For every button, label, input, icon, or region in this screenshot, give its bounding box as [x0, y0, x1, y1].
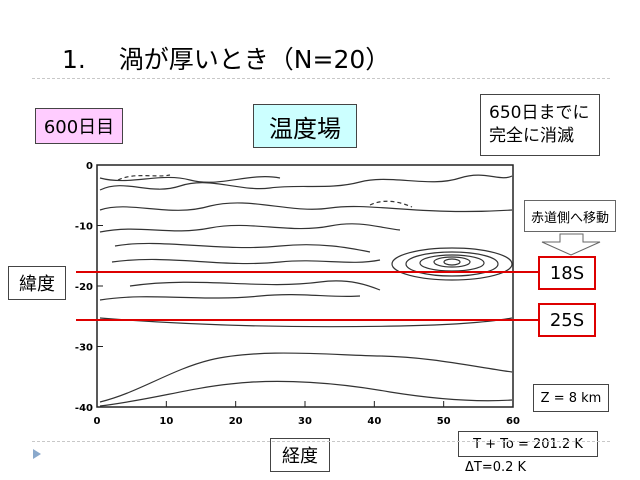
marker-25s: 25S	[538, 303, 596, 337]
contour-25s	[99, 317, 513, 328]
vanish-note: 650日までに 完全に消滅	[480, 94, 600, 156]
contour-lower-1	[129, 280, 381, 291]
contour-lines	[99, 174, 513, 407]
y-tick-label: 0	[86, 161, 93, 172]
vortex-ring-1	[391, 247, 513, 281]
contour-dashed-2	[369, 200, 413, 208]
latitude-axis-label: 緯度	[8, 266, 66, 300]
contour-top-1	[99, 174, 513, 191]
x-tick-label: 60	[506, 416, 520, 427]
y-tick-label: -10	[75, 222, 93, 233]
field-title: 温度場	[253, 104, 357, 148]
contour-band-2	[111, 258, 381, 265]
x-tick-label: 40	[367, 416, 381, 427]
longitude-axis-label: 経度	[270, 438, 330, 472]
y-tick-label: -30	[75, 343, 93, 354]
vortex-ring-5	[443, 258, 461, 266]
y-axis-ticks: 0 -10 -20 -30 -40	[75, 161, 103, 414]
delta-t-label: ΔT=0.2 K	[465, 460, 527, 475]
x-tick-label: 0	[94, 416, 101, 427]
contour-top-2	[99, 176, 281, 183]
equatorward-arrow	[541, 233, 601, 256]
equatorward-label: 赤道側へ移動	[524, 200, 616, 232]
x-axis-ticks: 0 10 20 30 40 50 60	[94, 401, 520, 427]
footer-divider	[32, 441, 610, 442]
contour-mid-1	[99, 202, 513, 213]
x-tick-label: 20	[229, 416, 243, 427]
vortex-ring-4	[433, 256, 471, 268]
x-tick-label: 10	[159, 416, 173, 427]
contour-lower-2	[99, 293, 361, 301]
contour-band-1	[114, 242, 371, 253]
note-line-1: 650日までに	[489, 103, 590, 124]
contour-mid-2	[99, 223, 401, 233]
x-tick-label: 50	[437, 416, 451, 427]
title-divider	[32, 78, 610, 79]
slide-title: 1. 渦が厚いとき（N=20）	[62, 45, 391, 74]
height-label: Z = 8 km	[533, 384, 609, 412]
contour-bottom-2	[99, 380, 513, 407]
slide-nav-arrow-icon[interactable]	[33, 449, 41, 459]
contour-bottom-1	[99, 352, 513, 403]
note-line-2: 完全に消滅	[489, 126, 574, 146]
day-badge: 600日目	[35, 108, 123, 144]
vortex-ring-2	[405, 251, 499, 277]
y-tick-label: -40	[75, 403, 93, 414]
marker-18s: 18S	[538, 256, 596, 290]
plot-frame	[96, 164, 514, 408]
x-tick-label: 30	[298, 416, 312, 427]
temperature-label: T + To = 201.2 K	[458, 431, 598, 457]
y-tick-label: -20	[75, 282, 93, 293]
